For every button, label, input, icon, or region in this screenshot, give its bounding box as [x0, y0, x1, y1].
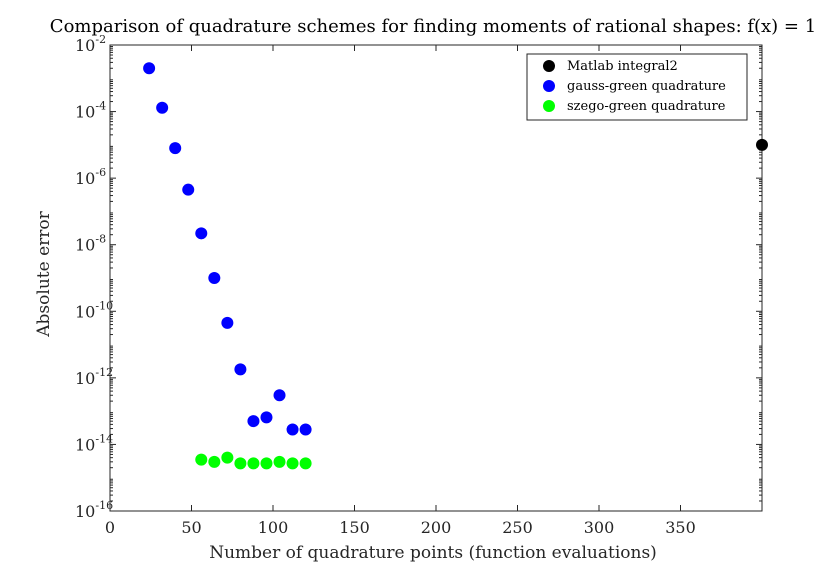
point-gauss-green-quadrature [299, 423, 312, 436]
point-matlab-integral2 [756, 138, 768, 151]
chart-title: Comparison of quadrature schemes for fin… [50, 16, 816, 37]
legend: Matlab integral2 gauss-green quadrature sz… [526, 53, 748, 121]
legend-box [526, 53, 748, 121]
point-gauss-green-quadrature [234, 363, 247, 376]
y-tick-label: 10-10 [75, 299, 113, 321]
point-gauss-green-quadrature [156, 101, 169, 114]
point-gauss-green-quadrature [221, 316, 234, 329]
point-gauss-green-quadrature [195, 227, 208, 240]
y-tick-label: 10-14 [75, 432, 113, 454]
x-tick-label: 50 [181, 518, 201, 537]
x-tick-label: 300 [584, 518, 615, 537]
point-gauss-green-quadrature [247, 415, 260, 428]
point-szego-green-quadrature [299, 457, 312, 470]
point-szego-green-quadrature [273, 455, 286, 468]
point-gauss-green-quadrature [208, 272, 221, 284]
point-szego-green-quadrature [208, 455, 221, 468]
legend-marker-matlab-integral2 [543, 60, 555, 72]
y-tick-label: 10-12 [75, 366, 113, 388]
x-tick-label: 250 [502, 518, 533, 537]
data-points [143, 62, 768, 470]
y-tick-label: 10-6 [75, 166, 106, 188]
x-axis-ticks: 0 50 100 150 200 250 300 350 [105, 45, 696, 537]
point-szego-green-quadrature [234, 457, 247, 470]
point-szego-green-quadrature [195, 453, 208, 466]
y-axis-ticks: 10-16 10-14 10-12 10-10 10-8 10-6 10-4 10-2 [75, 33, 762, 521]
x-tick-label: 350 [665, 518, 696, 537]
point-gauss-green-quadrature [286, 423, 299, 436]
point-gauss-green-quadrature [273, 389, 286, 402]
x-tick-label: 150 [339, 518, 370, 537]
legend-label-gauss-green-quadrature: gauss-green quadrature [567, 79, 726, 94]
point-gauss-green-quadrature [182, 183, 195, 196]
y-axis-label: Absolute error [34, 210, 54, 337]
point-gauss-green-quadrature [169, 142, 182, 155]
y-tick-label: 10-16 [75, 499, 113, 521]
x-tick-label: 100 [258, 518, 289, 537]
x-tick-label: 200 [421, 518, 452, 537]
legend-marker-szego-green-quadrature [543, 100, 555, 112]
point-szego-green-quadrature [286, 457, 299, 470]
x-tick-label: 0 [105, 518, 115, 537]
point-szego-green-quadrature [260, 457, 273, 470]
legend-label-matlab-integral2: Matlab integral2 [567, 59, 678, 74]
y-tick-label: 10-4 [75, 100, 106, 122]
point-szego-green-quadrature [247, 457, 260, 470]
point-szego-green-quadrature [221, 451, 234, 464]
point-gauss-green-quadrature [260, 411, 273, 424]
legend-label-szego-green-quadrature: szego-green quadrature [567, 99, 726, 114]
point-gauss-green-quadrature [143, 62, 156, 75]
legend-marker-gauss-green-quadrature [543, 80, 555, 92]
x-axis-label: Number of quadrature points (function ev… [209, 543, 657, 563]
y-tick-label: 10-8 [75, 233, 106, 255]
y-tick-label: 10-2 [75, 33, 106, 55]
